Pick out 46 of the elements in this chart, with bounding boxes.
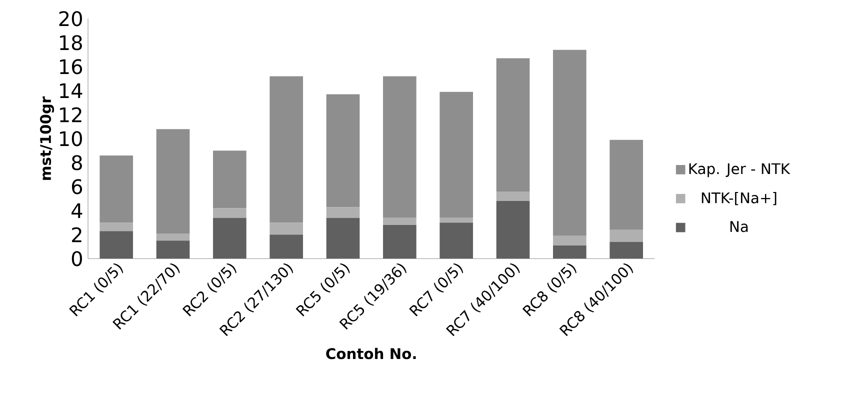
bar [326, 94, 360, 208]
y-tick-label: 16 [60, 59, 82, 74]
bar [213, 208, 246, 218]
bar [553, 50, 586, 236]
bar [383, 218, 416, 226]
x-axis-title: Contoh No. [326, 348, 416, 360]
bar [610, 140, 644, 230]
y-tick-label: 20 [59, 11, 82, 26]
y-tick-label: 2 [72, 227, 82, 242]
bar [156, 234, 190, 241]
bar [326, 218, 360, 259]
bar [383, 76, 416, 218]
legend-label: NTK-[Na+] [702, 192, 776, 206]
y-tick-label: 10 [60, 131, 82, 146]
bar [496, 192, 530, 202]
bar [553, 236, 586, 246]
legend-label: Kap. Jer - NTK [689, 164, 790, 178]
bar [496, 58, 530, 192]
bar [326, 207, 360, 218]
bar [270, 222, 304, 235]
bar [270, 76, 304, 223]
bar [440, 92, 474, 218]
text: Na [730, 221, 748, 232]
bar [213, 150, 246, 208]
bar [270, 234, 304, 259]
bar [553, 246, 586, 259]
y-axis-title: mst/100gr [40, 96, 54, 180]
bar [100, 156, 134, 223]
bar [100, 222, 134, 232]
y-tick-label: 18 [60, 35, 82, 50]
bar [213, 218, 246, 259]
y-tick-label: 6 [72, 179, 82, 194]
bar [610, 230, 644, 242]
y-tick-label: 8 [72, 155, 82, 170]
bar [156, 240, 190, 259]
bar [496, 201, 530, 259]
bar [100, 231, 134, 259]
bar [440, 222, 474, 259]
y-tick-label: 0 [72, 251, 82, 266]
y-tick-label: 12 [60, 107, 82, 122]
y-tick-label: 4 [72, 204, 82, 218]
bar [440, 218, 474, 223]
y-tick-label: 14 [60, 84, 82, 98]
bar [610, 242, 644, 259]
bar [383, 225, 416, 259]
bar [156, 129, 190, 234]
